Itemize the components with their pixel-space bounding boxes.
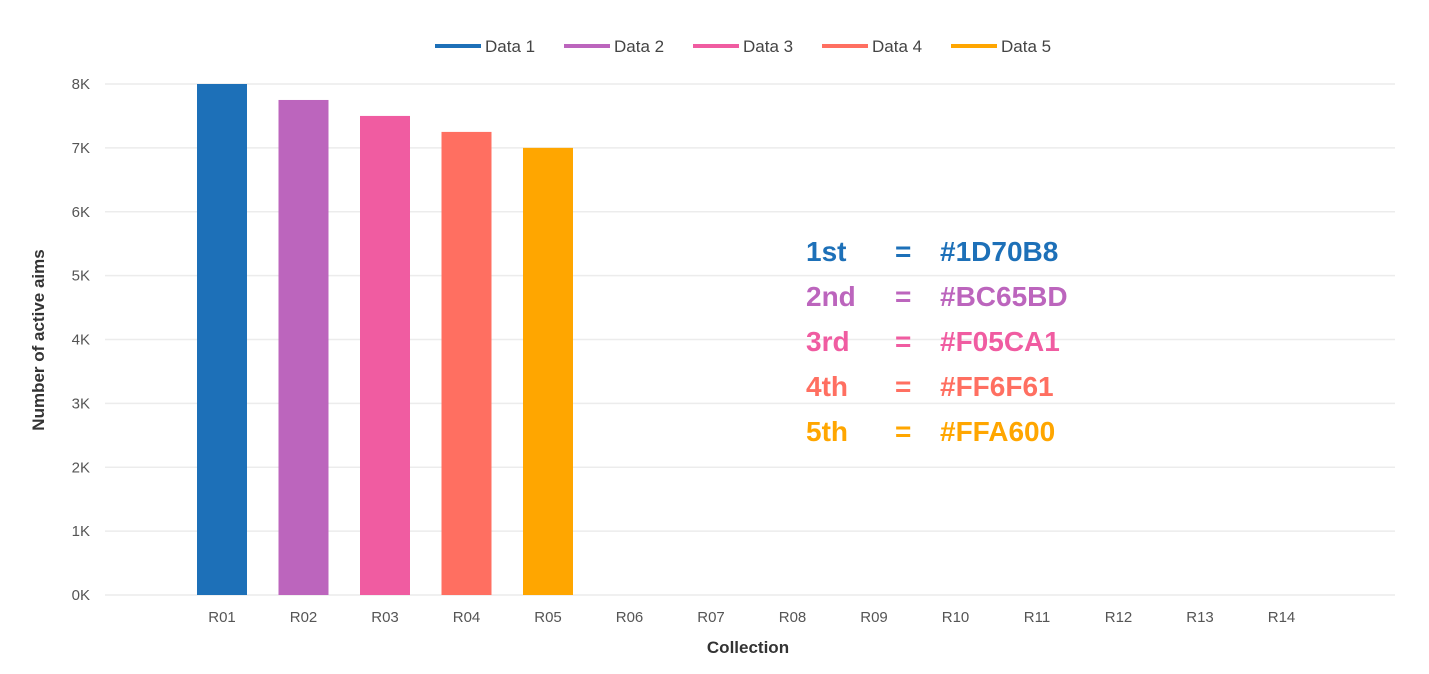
bars xyxy=(197,84,573,595)
annotation-color-code: #FF6F61 xyxy=(940,371,1054,402)
x-tick-label: R11 xyxy=(1024,609,1050,626)
color-annotations: 1st = #1D70B8 2nd = #BC65BD 3rd = #F05CA1 4th = #FF… xyxy=(806,236,1068,447)
x-tick-label: R04 xyxy=(453,609,481,626)
annotation-rank: 2nd xyxy=(806,281,856,312)
y-tick-label: 2K xyxy=(72,459,90,476)
y-axis-ticks: 0K 1K 2K 3K 4K 5K 6K 7K 8K xyxy=(72,76,90,604)
legend-label: Data 3 xyxy=(743,37,793,56)
y-tick-label: 5K xyxy=(72,268,90,285)
x-tick-label: R10 xyxy=(942,609,970,626)
annotation-rank: 5th xyxy=(806,416,848,447)
bar-r02 xyxy=(278,99,329,595)
legend-label: Data 2 xyxy=(614,37,664,56)
x-tick-label: R02 xyxy=(290,609,318,626)
x-tick-label: R08 xyxy=(779,609,807,626)
bar-r04 xyxy=(441,131,492,595)
y-axis-title: Number of active aims xyxy=(29,249,48,430)
x-tick-label: R01 xyxy=(208,609,236,626)
x-tick-label: R06 xyxy=(616,609,644,626)
legend-label: Data 4 xyxy=(872,37,922,56)
annotation-color-code: #FFA600 xyxy=(940,416,1055,447)
x-tick-label: R09 xyxy=(860,609,888,626)
annotation-color-code: #1D70B8 xyxy=(940,236,1058,267)
x-tick-label: R14 xyxy=(1268,609,1296,626)
y-tick-label: 3K xyxy=(72,395,90,412)
bar-r03 xyxy=(360,115,410,595)
legend-label: Data 1 xyxy=(485,37,535,56)
legend: Data 1 Data 2 Data 3 Data 4 Data 5 xyxy=(435,37,1051,56)
annotation-equals: = xyxy=(895,236,911,267)
annotation-color-code: #F05CA1 xyxy=(940,326,1060,357)
x-axis-title: Collection xyxy=(707,638,789,657)
x-axis-ticks: R01 R02 R03 R04 R05 R06 R07 R08 R09 R10 R11 R12 R13 R… xyxy=(208,609,1295,626)
annotation-equals: = xyxy=(895,416,911,447)
x-tick-label: R07 xyxy=(697,609,725,626)
y-tick-label: 4K xyxy=(72,332,90,349)
annotation-equals: = xyxy=(895,371,911,402)
y-tick-label: 6K xyxy=(72,204,90,221)
annotation-rank: 4th xyxy=(806,371,848,402)
annotation-rank: 1st xyxy=(806,236,846,267)
legend-label: Data 5 xyxy=(1001,37,1051,56)
y-tick-label: 1K xyxy=(72,523,90,540)
y-tick-label: 0K xyxy=(72,587,90,604)
annotation-color-code: #BC65BD xyxy=(940,281,1068,312)
bar-r05 xyxy=(523,147,573,595)
x-tick-label: R13 xyxy=(1186,609,1214,626)
x-tick-label: R12 xyxy=(1105,609,1133,626)
y-tick-label: 8K xyxy=(72,76,90,93)
annotation-equals: = xyxy=(895,281,911,312)
annotation-rank: 3rd xyxy=(806,326,850,357)
y-tick-label: 7K xyxy=(72,140,90,157)
x-tick-label: R05 xyxy=(534,609,562,626)
x-tick-label: R03 xyxy=(371,609,399,626)
annotation-equals: = xyxy=(895,326,911,357)
bar-r01 xyxy=(197,84,247,595)
